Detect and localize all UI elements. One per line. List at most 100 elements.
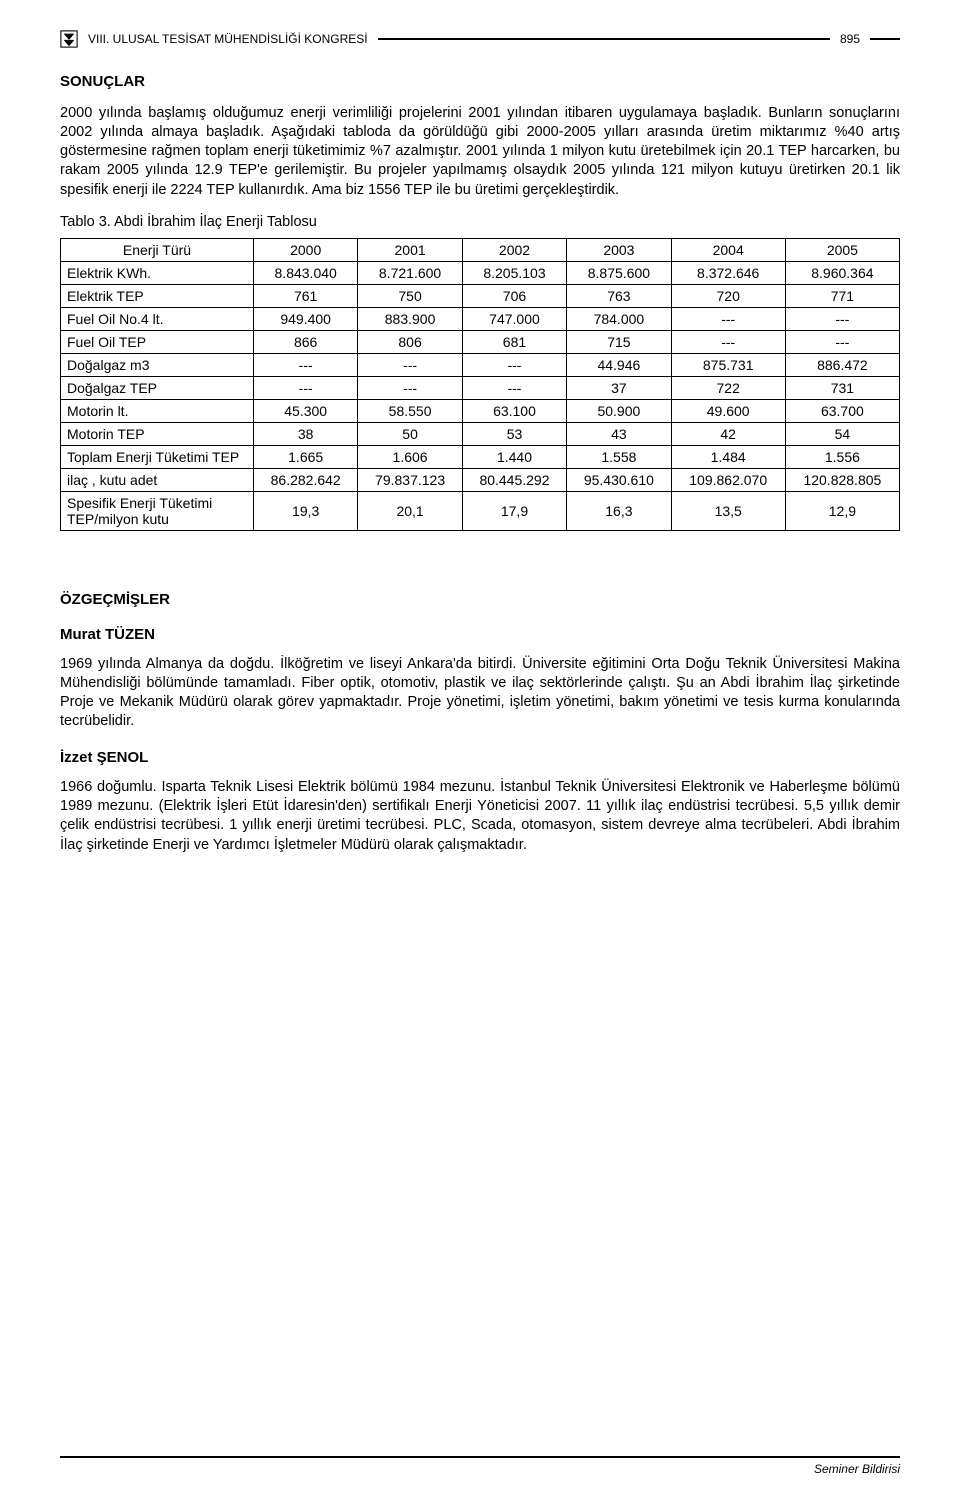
cell-value: 1.484 [671,445,785,468]
cell-value: 95.430.610 [567,468,671,491]
col-header-label: Enerji Türü [61,238,254,261]
cell-value: 109.862.070 [671,468,785,491]
author-bio-1: 1969 yılında Almanya da doğdu. İlköğreti… [60,655,900,732]
cell-value: --- [785,307,899,330]
cell-value: 58.550 [358,399,462,422]
table-row: Motorin lt.45.30058.55063.10050.90049.60… [61,399,900,422]
table-row: Toplam Enerji Tüketimi TEP1.6651.6061.44… [61,445,900,468]
page-header: VIII. ULUSAL TESİSAT MÜHENDİSLİĞİ KONGRE… [60,30,900,48]
cell-value: 63.700 [785,399,899,422]
cell-value: 42 [671,422,785,445]
cell-value: 731 [785,376,899,399]
cell-value: 19,3 [253,491,357,530]
cell-value: --- [785,330,899,353]
cell-value: 806 [358,330,462,353]
cell-value: 44.946 [567,353,671,376]
cell-value: --- [671,307,785,330]
cell-value: --- [671,330,785,353]
cell-value: 43 [567,422,671,445]
cell-value: 16,3 [567,491,671,530]
row-label: Toplam Enerji Tüketimi TEP [61,445,254,468]
section-heading-sonuclar: SONUÇLAR [60,73,900,90]
row-label: ilaç , kutu adet [61,468,254,491]
cell-value: 8.843.040 [253,261,357,284]
cell-value: 722 [671,376,785,399]
row-label: Doğalgaz TEP [61,376,254,399]
cell-value: 120.828.805 [785,468,899,491]
author-bio-2: 1966 doğumlu. Isparta Teknik Lisesi Elek… [60,778,900,855]
body-paragraph-results: 2000 yılında başlamış olduğumuz enerji v… [60,104,900,200]
cell-value: --- [358,353,462,376]
table-header-row: Enerji Türü200020012002200320042005 [61,238,900,261]
cell-value: 784.000 [567,307,671,330]
row-label: Spesifik Enerji Tüketimi TEP/milyon kutu [61,491,254,530]
cell-value: --- [358,376,462,399]
cell-value: 1.665 [253,445,357,468]
cell-value: 886.472 [785,353,899,376]
cell-value: 49.600 [671,399,785,422]
table-caption: Tablo 3. Abdi İbrahim İlaç Enerji Tablos… [60,214,900,230]
cell-value: 720 [671,284,785,307]
cell-value: 8.372.646 [671,261,785,284]
cell-value: 866 [253,330,357,353]
cell-value: 86.282.642 [253,468,357,491]
author-name-2: İzzet ŞENOL [60,749,900,766]
cell-value: 12,9 [785,491,899,530]
author-name-1: Murat TÜZEN [60,626,900,643]
cell-value: 771 [785,284,899,307]
cell-value: 80.445.292 [462,468,566,491]
cell-value: 1.556 [785,445,899,468]
row-label: Fuel Oil No.4 lt. [61,307,254,330]
cell-value: --- [253,376,357,399]
table-row: Doğalgaz m3---------44.946875.731886.472 [61,353,900,376]
cell-value: 8.205.103 [462,261,566,284]
cell-value: 50 [358,422,462,445]
header-rule [378,38,830,40]
cell-value: 883.900 [358,307,462,330]
cell-value: 13,5 [671,491,785,530]
cell-value: 1.606 [358,445,462,468]
header-congress-title: VIII. ULUSAL TESİSAT MÜHENDİSLİĞİ KONGRE… [88,32,368,46]
row-label: Fuel Oil TEP [61,330,254,353]
header-page-number: 895 [840,32,860,46]
cell-value: 750 [358,284,462,307]
cell-value: 53 [462,422,566,445]
table-row: Elektrik TEP761750706763720771 [61,284,900,307]
cell-value: 681 [462,330,566,353]
cell-value: 8.721.600 [358,261,462,284]
cell-value: 79.837.123 [358,468,462,491]
cell-value: 50.900 [567,399,671,422]
row-label: Elektrik KWh. [61,261,254,284]
cell-value: --- [253,353,357,376]
col-header-year: 2000 [253,238,357,261]
section-heading-ozgecmisler: ÖZGEÇMİŞLER [60,591,900,608]
cell-value: 8.875.600 [567,261,671,284]
cell-value: 1.440 [462,445,566,468]
cell-value: 54 [785,422,899,445]
cell-value: 761 [253,284,357,307]
cell-value: 949.400 [253,307,357,330]
table-row: Spesifik Enerji Tüketimi TEP/milyon kutu… [61,491,900,530]
cell-value: --- [462,353,566,376]
cell-value: 38 [253,422,357,445]
table-row: Fuel Oil TEP866806681715------ [61,330,900,353]
col-header-year: 2003 [567,238,671,261]
cell-value: 875.731 [671,353,785,376]
row-label: Motorin lt. [61,399,254,422]
table-row: Motorin TEP385053434254 [61,422,900,445]
footer-rule [60,1456,900,1458]
col-header-year: 2004 [671,238,785,261]
cell-value: 1.558 [567,445,671,468]
header-rule-end [870,38,900,40]
page-footer: Seminer Bildirisi [60,1456,900,1476]
cell-value: 63.100 [462,399,566,422]
cell-value: 45.300 [253,399,357,422]
energy-table: Enerji Türü200020012002200320042005 Elek… [60,238,900,531]
logo-icon [60,30,78,48]
cell-value: 747.000 [462,307,566,330]
cell-value: 706 [462,284,566,307]
cell-value: 8.960.364 [785,261,899,284]
row-label: Elektrik TEP [61,284,254,307]
col-header-year: 2002 [462,238,566,261]
table-row: Elektrik KWh.8.843.0408.721.6008.205.103… [61,261,900,284]
